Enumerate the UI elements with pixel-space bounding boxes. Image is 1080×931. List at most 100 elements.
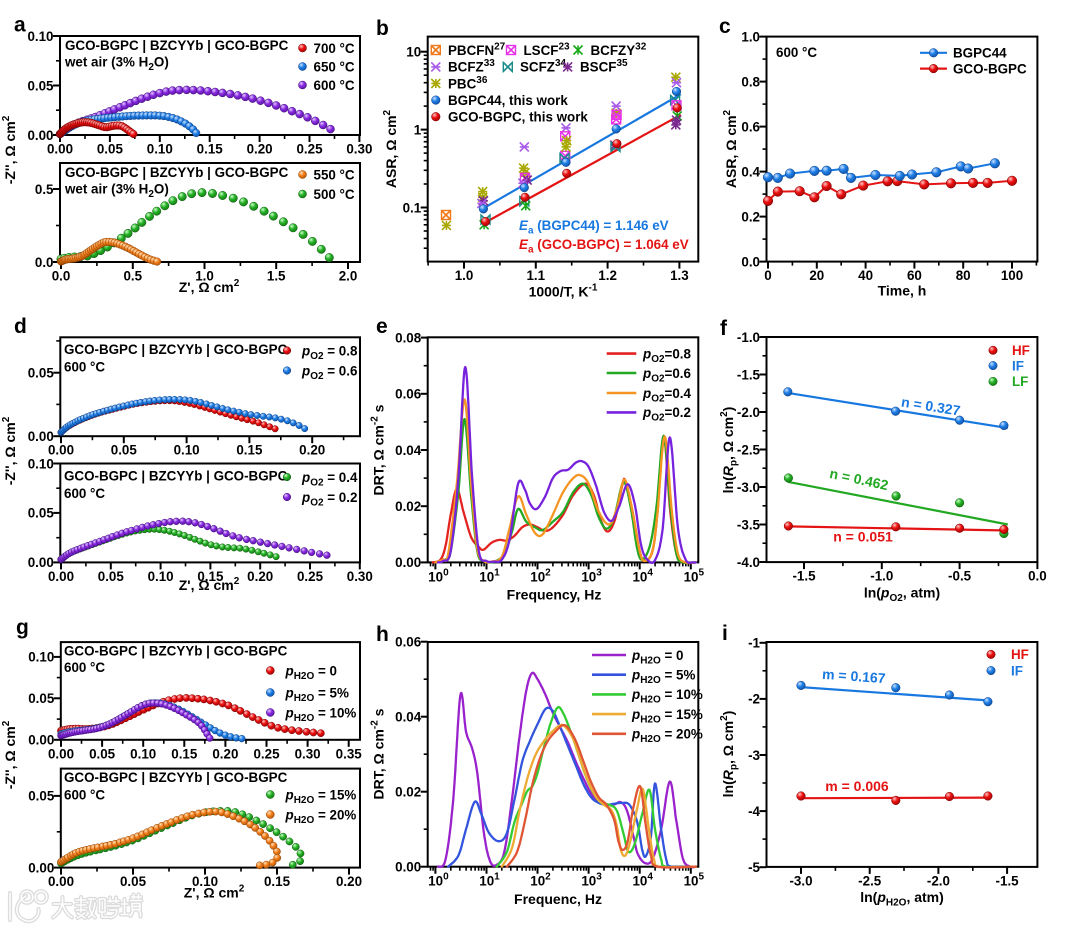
svg-text:-1.5: -1.5 (792, 569, 816, 584)
svg-text:d: d (14, 315, 27, 338)
svg-text:f: f (720, 317, 728, 340)
svg-text:0.8: 0.8 (741, 74, 760, 89)
svg-text:1000/T, K-1​: 1000/T, K-1​ (529, 283, 598, 300)
svg-text:0.10: 0.10 (130, 746, 156, 761)
svg-text:-3: -3 (748, 748, 760, 763)
svg-text:0.20: 0.20 (247, 569, 273, 584)
svg-text:0.05: 0.05 (98, 569, 125, 584)
svg-text:500 °C: 500 °C (314, 187, 355, 202)
svg-text:0.35: 0.35 (336, 746, 363, 761)
svg-text:BGPC44: BGPC44 (953, 46, 1007, 61)
svg-text:pH2O = 20%: pH2O = 20% (631, 727, 703, 746)
svg-text:ln(pO2, atm): ln(pO2, atm) (864, 585, 940, 605)
svg-text:0.30: 0.30 (346, 142, 372, 157)
svg-text:DRT, Ω cm-2​ s: DRT, Ω cm-2​ s (370, 708, 387, 799)
svg-text:0.25: 0.25 (296, 142, 323, 157)
svg-text:SCFZ34: SCFZ34 (520, 58, 567, 75)
svg-text:0.0: 0.0 (52, 269, 71, 284)
svg-text:HF: HF (1011, 647, 1029, 662)
svg-text:0.15: 0.15 (197, 142, 224, 157)
svg-text:0.20: 0.20 (247, 142, 273, 157)
svg-text:40: 40 (858, 268, 873, 283)
svg-text:-4: -4 (748, 804, 760, 819)
svg-text:wet air (3% H2​O): wet air (3% H2​O) (64, 182, 169, 201)
svg-text:i: i (722, 622, 728, 645)
svg-text:0.15: 0.15 (197, 569, 224, 584)
svg-text:BGPC44, this work: BGPC44, this work (448, 93, 568, 108)
svg-text:HF: HF (1012, 343, 1030, 358)
svg-text:Time, h: Time, h (878, 283, 927, 299)
svg-text:-2.5: -2.5 (737, 442, 761, 457)
svg-text:-1.0: -1.0 (870, 569, 893, 584)
svg-text:0.0: 0.0 (1028, 569, 1047, 584)
svg-text:0.00: 0.00 (48, 746, 74, 761)
svg-text:pO2=0.2: pO2=0.2 (642, 405, 691, 424)
svg-text:GCO-BGPC | BZCYYb | GCO-BGPC: GCO-BGPC | BZCYYb | GCO-BGPC (64, 469, 288, 484)
svg-text:0.0: 0.0 (35, 255, 54, 270)
svg-text:0.08: 0.08 (395, 330, 422, 345)
svg-text:GCO-BGPC: GCO-BGPC (953, 61, 1027, 76)
svg-text:700 °C: 700 °C (314, 41, 355, 56)
svg-text:ln(Rp, Ω cm2): ln(Rp, Ω cm2) (719, 407, 740, 494)
svg-text:0.15: 0.15 (171, 746, 198, 761)
svg-text:0.6: 0.6 (741, 119, 760, 134)
svg-text:-5: -5 (748, 860, 760, 875)
svg-text:0.00: 0.00 (395, 555, 421, 570)
svg-text:0.00: 0.00 (28, 860, 54, 875)
svg-text:0.05: 0.05 (28, 366, 55, 381)
svg-text:b: b (376, 17, 389, 40)
svg-text:GCO-BGPC | BZCYYb | GCO-BGPC: GCO-BGPC | BZCYYb | GCO-BGPC (64, 770, 288, 785)
svg-text:IF: IF (1011, 663, 1023, 678)
svg-text:1.3: 1.3 (670, 268, 689, 283)
svg-text:ASR, Ω cm2​: ASR, Ω cm2​ (382, 109, 399, 188)
svg-text:pO2 = 0.4: pO2 = 0.4 (301, 470, 358, 489)
svg-text:-2.0: -2.0 (737, 405, 760, 420)
svg-text:-1.5: -1.5 (996, 873, 1020, 888)
svg-text:1.5: 1.5 (267, 269, 286, 284)
svg-text:0.04: 0.04 (395, 710, 422, 725)
svg-text:1.0: 1.0 (195, 269, 214, 284)
svg-text:0.4: 0.4 (741, 164, 760, 179)
svg-text:0.05: 0.05 (120, 874, 147, 889)
svg-text:0.00: 0.00 (48, 569, 74, 584)
svg-text:Z', Ω cm2​: Z', Ω cm2​ (184, 884, 245, 901)
svg-text:0.25: 0.25 (253, 746, 280, 761)
svg-text:g: g (16, 616, 29, 639)
svg-text:1.2: 1.2 (598, 268, 617, 283)
svg-text:0.00: 0.00 (395, 860, 421, 875)
svg-text:80: 80 (956, 268, 971, 283)
svg-text:-1: -1 (748, 636, 760, 651)
svg-text:0.25: 0.25 (297, 569, 324, 584)
svg-text:0.20: 0.20 (299, 443, 325, 458)
svg-text:0.10: 0.10 (192, 874, 218, 889)
svg-text:0.00: 0.00 (48, 874, 74, 889)
svg-text:0.5: 0.5 (35, 182, 54, 197)
svg-text:h: h (376, 623, 389, 646)
svg-text:650 °C: 650 °C (314, 59, 355, 74)
svg-text:BCFZY32: BCFZY32 (591, 41, 647, 58)
svg-text:0.00: 0.00 (28, 555, 54, 570)
svg-text:0.5: 0.5 (123, 269, 142, 284)
svg-text:0.10: 0.10 (28, 456, 54, 471)
svg-text:BCFZ33: BCFZ33 (448, 58, 495, 75)
svg-text:-3.0: -3.0 (737, 480, 760, 495)
svg-text:-Z'', Ω cm2​: -Z'', Ω cm2​ (1, 115, 18, 184)
svg-text:20: 20 (809, 268, 824, 283)
svg-text:GCO-BGPC | BZCYYb | GCO-BGPC: GCO-BGPC | BZCYYb | GCO-BGPC (64, 342, 288, 357)
svg-text:100: 100 (1001, 268, 1023, 283)
svg-text:600 °C: 600 °C (64, 360, 105, 375)
svg-text:0.02: 0.02 (395, 499, 421, 514)
svg-text:0.04: 0.04 (395, 443, 422, 458)
svg-text:DRT, Ω cm-2​ s: DRT, Ω cm-2​ s (370, 404, 387, 495)
svg-text:GCO-BGPC, this work: GCO-BGPC, this work (448, 110, 588, 125)
svg-text:pH2O = 15%: pH2O = 15% (631, 707, 703, 726)
svg-text:0.10: 0.10 (174, 443, 200, 458)
svg-text:Ea (GCO-BGPC) = 1.064 eV: Ea (GCO-BGPC) = 1.064 eV (519, 237, 689, 256)
svg-text:-2: -2 (748, 692, 760, 707)
svg-text:-1.5: -1.5 (737, 367, 761, 382)
svg-text:-2.5: -2.5 (858, 873, 882, 888)
svg-text:n = 0.051: n = 0.051 (833, 529, 893, 545)
svg-text:0.30: 0.30 (295, 746, 321, 761)
svg-text:0.1: 0.1 (403, 200, 422, 215)
svg-text:GCO-BGPC | BZCYYb | GCO-BGPC: GCO-BGPC | BZCYYb | GCO-BGPC (65, 165, 289, 180)
